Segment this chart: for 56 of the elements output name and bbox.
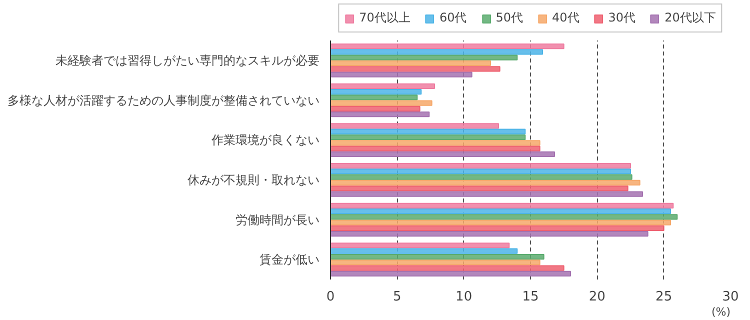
bar <box>330 49 543 55</box>
legend-label: 50代 <box>496 10 523 26</box>
y-tick-label: 賃金が低い <box>260 252 320 267</box>
bar <box>330 43 564 50</box>
y-tick-label: 休みが不規則・取れない <box>188 172 320 187</box>
bar <box>330 168 631 174</box>
bar <box>330 100 432 106</box>
y-tick-label: 労働時間が長い <box>236 212 320 227</box>
bar <box>330 248 518 254</box>
bar <box>330 191 643 197</box>
x-tick-label: 0 <box>326 290 335 304</box>
bar <box>330 202 674 208</box>
bar <box>330 174 632 180</box>
bar <box>330 151 555 158</box>
bar <box>330 231 648 237</box>
bar <box>330 140 540 146</box>
bar <box>330 242 510 248</box>
legend-label: 60代 <box>439 10 467 26</box>
bar <box>330 254 544 260</box>
bar <box>330 94 418 100</box>
bar <box>330 270 571 277</box>
y-tick-label: 多様な人材が活躍するための人事制度が整備されていない <box>8 93 320 108</box>
bar <box>330 265 564 271</box>
bar <box>330 180 640 186</box>
bar <box>330 260 540 266</box>
bar <box>330 112 430 118</box>
bar <box>330 208 671 214</box>
y-tick-label: 未経験者では習得しがたい専門的なスキルが必要 <box>56 53 320 68</box>
x-tick-label: 20 <box>588 290 606 304</box>
bar <box>330 106 420 112</box>
legend-label: 40代 <box>552 10 580 26</box>
x-tick-label: 15 <box>522 290 539 304</box>
legend-label: 20代以下 <box>664 10 716 26</box>
bar <box>330 220 671 226</box>
legend-label: 30代 <box>608 10 636 26</box>
x-tick-label: 30 <box>722 290 739 304</box>
bar <box>330 54 518 60</box>
x-tick-label: 10 <box>456 290 472 304</box>
x-tick-label: 25 <box>656 290 672 304</box>
bar <box>330 146 540 152</box>
bar <box>330 88 422 95</box>
bar <box>330 186 628 192</box>
y-tick-label: 作業環境が良くない <box>210 133 320 148</box>
bar <box>330 66 500 72</box>
bar <box>330 60 491 66</box>
x-tick-label: 5 <box>393 290 402 304</box>
bar <box>330 214 678 220</box>
bar <box>330 123 499 129</box>
bar <box>330 72 472 78</box>
legend-label: 70代以上 <box>359 10 410 26</box>
bar <box>330 225 664 232</box>
bar <box>330 128 526 134</box>
x-axis-title: (%) <box>711 306 731 318</box>
bar <box>330 134 526 140</box>
bar <box>330 83 435 89</box>
bar <box>330 162 631 169</box>
